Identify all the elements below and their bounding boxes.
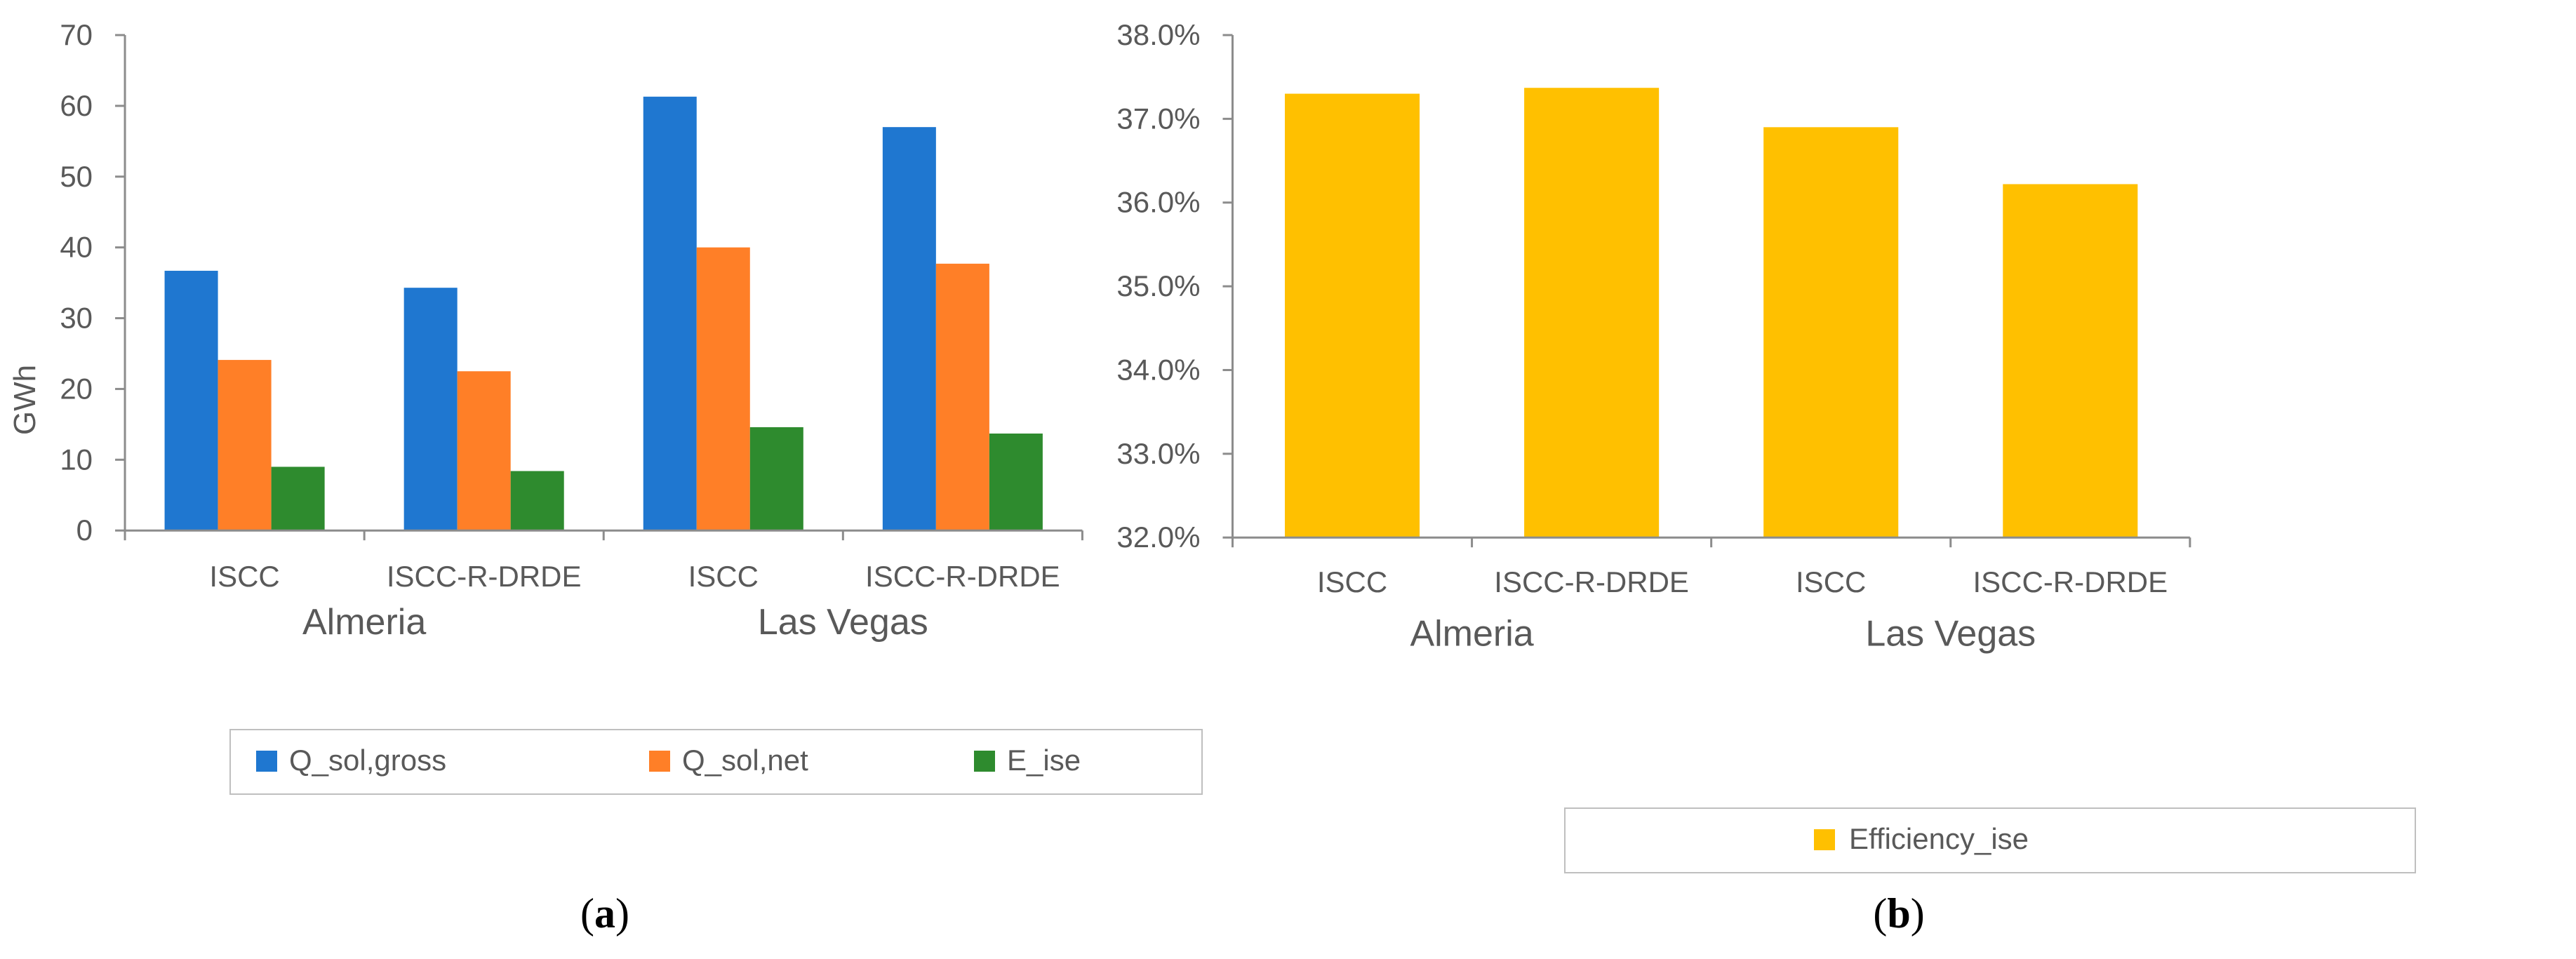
legend-frame (1564, 807, 2416, 873)
bar-series (1284, 88, 2138, 538)
x-tick-label: ISCC-R-DRDE (387, 560, 582, 593)
bar (749, 427, 803, 531)
y-tick-labels: 0 10 20 30 40 50 60 70 (60, 18, 93, 546)
bar (1284, 93, 1420, 538)
legend: Q_sol,gross Q_sol,net E_ise (229, 729, 1203, 795)
bar (510, 471, 564, 531)
bar-series (164, 96, 1043, 531)
bar (1524, 88, 1660, 538)
y-tick-label: 38.0% (1116, 18, 1200, 51)
legend-swatch (649, 751, 670, 772)
bar (164, 270, 218, 531)
legend: Efficiency_ise (1564, 807, 2416, 873)
y-tick-label: 36.0% (1116, 186, 1200, 219)
legend-items: Efficiency_ise (1814, 822, 2029, 855)
series-e-ise (271, 427, 1043, 531)
bar (696, 247, 750, 531)
y-tick-label: 40 (60, 231, 93, 264)
category-labels: ISCC ISCC-R-DRDE ISCC ISCC-R-DRDE (209, 560, 1060, 593)
bar (882, 127, 936, 531)
y-tick-label: 10 (60, 443, 93, 476)
x-tick-label: ISCC-R-DRDE (1973, 565, 2168, 598)
bar (271, 467, 325, 531)
y-tick-label: 30 (60, 302, 93, 335)
y-tick-label: 0 (76, 514, 93, 546)
x-tick-label: ISCC (1317, 565, 1387, 598)
y-axis-title: GWh (8, 365, 42, 435)
group-label: Almeria (302, 602, 426, 643)
bar (643, 96, 697, 531)
category-labels: ISCC ISCC-R-DRDE ISCC ISCC-R-DRDE (1317, 565, 2168, 598)
group-labels: Almeria Las Vegas (1410, 613, 2036, 654)
axes (1222, 34, 2191, 548)
bar (935, 263, 989, 531)
y-tick-label: 34.0% (1116, 353, 1200, 386)
y-tick-label: 32.0% (1116, 521, 1200, 554)
bar (457, 371, 511, 531)
y-tick-labels: 32.0% 33.0% 34.0% 35.0% 36.0% 37.0% 38.0% (1116, 18, 1200, 554)
legend-label: Efficiency_ise (1849, 822, 2029, 855)
legend-frame (229, 729, 1203, 795)
group-label: Las Vegas (1865, 613, 2036, 654)
group-label: Las Vegas (758, 602, 928, 643)
x-tick-label: ISCC (1796, 565, 1866, 598)
x-tick-label: ISCC (209, 560, 279, 593)
group-label: Almeria (1410, 613, 1533, 654)
y-tick-label: 37.0% (1116, 102, 1200, 135)
bar (989, 433, 1043, 531)
legend-swatch (256, 751, 277, 772)
panel-caption-a: (a) (580, 890, 629, 937)
x-tick-label: ISCC (688, 560, 759, 593)
bar (403, 288, 458, 531)
series-q-sol-gross (164, 96, 936, 531)
group-labels: Almeria Las Vegas (302, 602, 928, 643)
legend-swatch (974, 751, 995, 772)
legend-label: Q_sol,gross (289, 744, 446, 777)
y-tick-label: 60 (60, 89, 93, 122)
x-tick-label: ISCC-R-DRDE (865, 560, 1060, 593)
bar (218, 360, 272, 531)
y-tick-label: 20 (60, 372, 93, 405)
legend-label: E_ise (1007, 744, 1081, 777)
bar (1763, 127, 1899, 538)
series-efficiency-ise (1284, 88, 2138, 538)
x-tick-label: ISCC-R-DRDE (1494, 565, 1689, 598)
axes (115, 34, 1083, 541)
chart-panel-b: 32.0% 33.0% 34.0% 35.0% 36.0% 37.0% 38.0% ISCC… (1116, 18, 2416, 937)
panel-caption-b: (b) (1873, 890, 1924, 937)
series-q-sol-net (218, 247, 989, 531)
y-tick-label: 50 (60, 160, 93, 193)
legend-swatch (1814, 829, 1835, 850)
bar (2003, 184, 2138, 538)
legend-items: Q_sol,gross Q_sol,net E_ise (256, 744, 1081, 777)
y-tick-label: 33.0% (1116, 437, 1200, 470)
legend-label: Q_sol,net (682, 744, 808, 777)
y-tick-label: 35.0% (1116, 269, 1200, 302)
y-tick-label: 70 (60, 18, 93, 51)
